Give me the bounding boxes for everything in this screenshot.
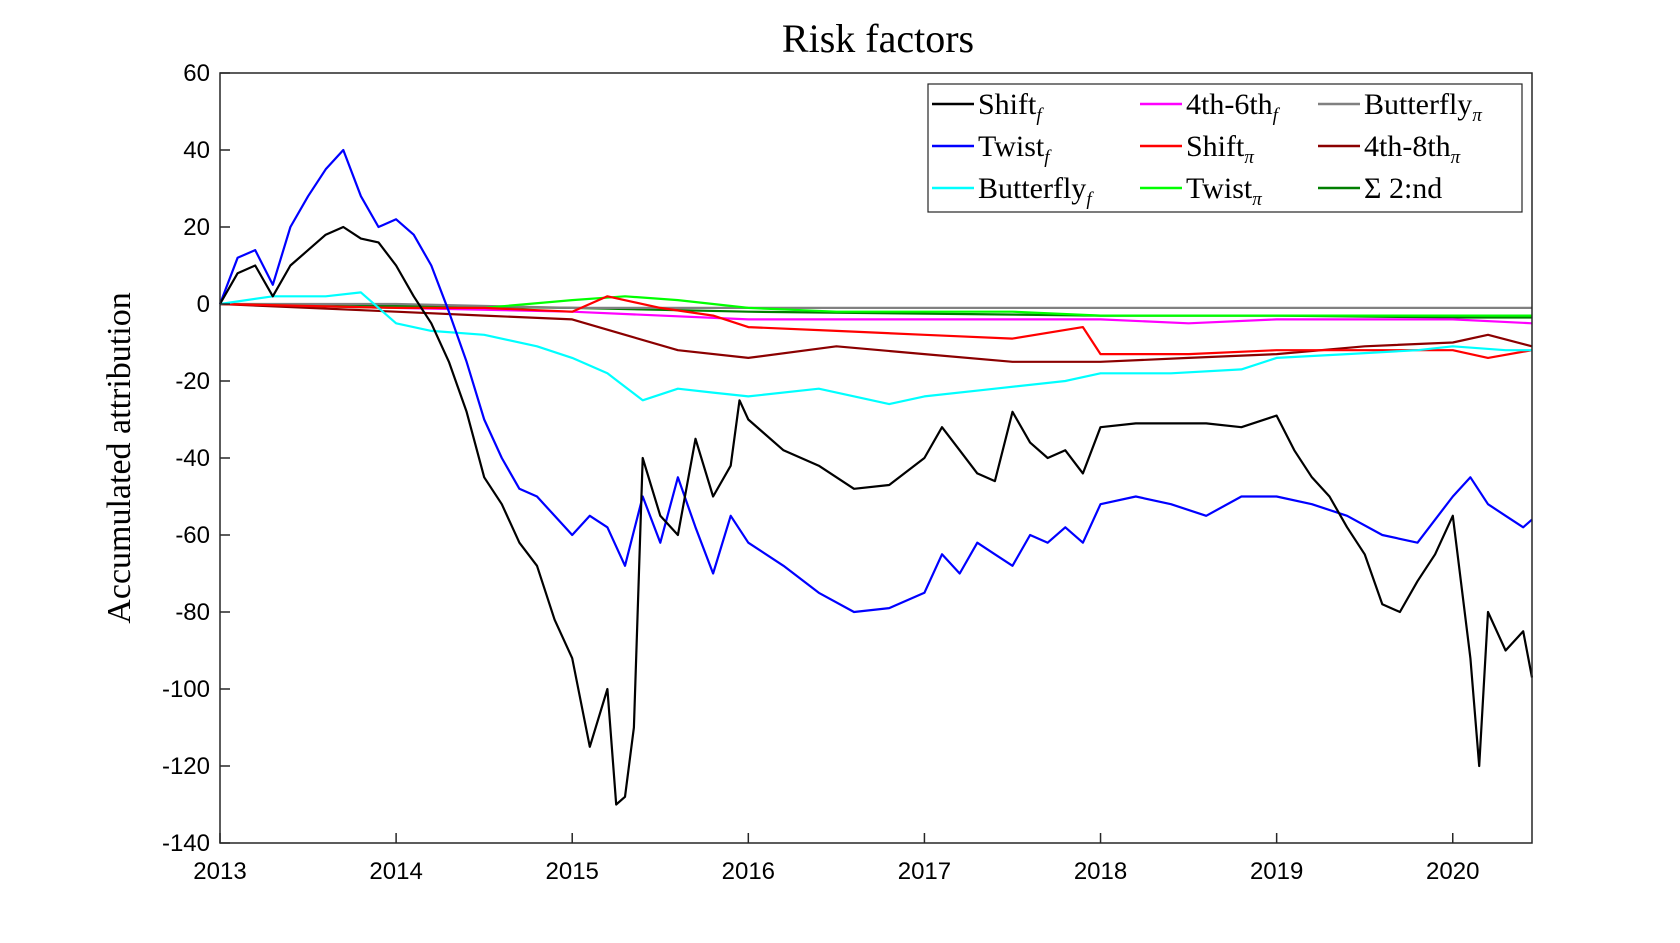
- x-tick-label: 2019: [1250, 858, 1303, 885]
- series-line-4: [219, 295, 1533, 359]
- series-line-8: [219, 302, 1532, 319]
- legend-name: Twist: [978, 130, 1045, 163]
- y-tick-label: -20: [175, 368, 210, 395]
- legend-box: [927, 83, 1523, 213]
- y-tick-label: 20: [183, 214, 210, 241]
- legend-name: 4th-8th: [1364, 130, 1451, 163]
- legend-subscript: π: [1252, 189, 1262, 210]
- x-tick-label: 2017: [898, 858, 951, 885]
- x-tick-label: 2018: [1074, 858, 1127, 885]
- chart-title: Risk factors: [782, 16, 974, 61]
- legend-name: Shift: [978, 88, 1037, 121]
- legend-subscript: f: [1086, 189, 1094, 210]
- legend-label-5: Twistπ: [1186, 172, 1262, 210]
- x-tick-label: 2016: [722, 858, 775, 885]
- x-tick-label: 2013: [193, 858, 246, 885]
- y-tick-label: -60: [175, 522, 210, 549]
- x-tick-label: 2014: [369, 858, 422, 885]
- legend-name: Butterfly: [978, 172, 1086, 205]
- legend-label-0: Shiftf: [978, 88, 1044, 126]
- legend-subscript: π: [1244, 147, 1254, 168]
- legend-name: 4th-6th: [1186, 88, 1273, 121]
- legend-subscript: f: [1273, 105, 1281, 126]
- tick-layer: 2013 2014 2015 2016 2017 2018 2019 2020 60 40 20 0 -…: [162, 60, 1479, 885]
- x-tick-label: 2020: [1426, 858, 1479, 885]
- y-tick-label: -100: [162, 676, 210, 703]
- legend-subscript: f: [1044, 147, 1052, 168]
- legend-label-2: Butterflyf: [978, 172, 1094, 210]
- y-tick-label: 40: [183, 137, 210, 164]
- legend-label-8: Σ 2:nd: [1364, 172, 1442, 205]
- series-line-5: [219, 295, 1532, 317]
- y-tick-label: 60: [183, 60, 210, 87]
- legend-label-7: 4th-8thπ: [1364, 130, 1461, 168]
- y-tick-label: 0: [197, 291, 210, 318]
- series-line-6: [220, 302, 1532, 309]
- legend-name: Σ 2:nd: [1364, 172, 1442, 205]
- x-tick-label: 2015: [546, 858, 599, 885]
- legend-name: Shift: [1186, 130, 1245, 163]
- legend-subscript: π: [1451, 147, 1461, 168]
- legend-name: Twist: [1186, 172, 1253, 205]
- series-layer: [218, 148, 1534, 806]
- series-line-2: [219, 291, 1532, 406]
- series-line-0: [219, 225, 1534, 806]
- y-tick-label: -140: [162, 830, 210, 857]
- legend: ShiftfTwistfButterflyf4th-6thfShiftπTwis…: [927, 83, 1523, 213]
- y-axis-label: Accumulated attribution: [101, 292, 138, 623]
- legend-label-6: Butterflyπ: [1364, 88, 1482, 126]
- series-line-1: [218, 148, 1533, 614]
- legend-label-3: 4th-6thf: [1186, 88, 1281, 126]
- y-tick-label: -40: [175, 445, 210, 472]
- series-line-7: [219, 302, 1533, 363]
- legend-subscript: π: [1472, 105, 1482, 126]
- legend-name: Butterfly: [1364, 88, 1472, 121]
- legend-label-4: Shiftπ: [1186, 130, 1254, 168]
- series-line-3: [219, 302, 1533, 325]
- legend-subscript: f: [1036, 105, 1044, 126]
- legend-label-1: Twistf: [978, 130, 1052, 168]
- y-tick-label: -120: [162, 753, 210, 780]
- y-tick-label: -80: [175, 599, 210, 626]
